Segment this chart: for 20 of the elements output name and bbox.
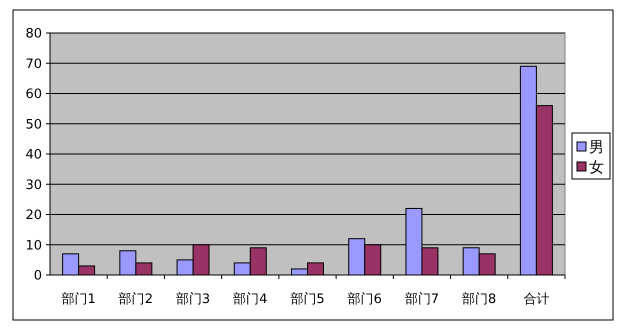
y-tick-label: 0	[34, 268, 42, 284]
y-tick-label: 40	[25, 148, 42, 162]
x-tick-label: 部门1	[61, 291, 96, 307]
x-tick-label: 部门8	[462, 291, 496, 307]
y-tick-label: 50	[25, 117, 42, 132]
y-tick-label: 70	[25, 56, 42, 72]
y-tick-label: 80	[25, 26, 42, 42]
x-tick-label: 部门2	[118, 291, 153, 307]
y-tick-label: 60	[25, 87, 42, 102]
legend-label: 女	[589, 158, 604, 176]
y-tick-label: 20	[25, 208, 42, 223]
y-tick-label: 30	[25, 178, 42, 193]
x-tick-label: 部门7	[404, 291, 440, 307]
legend-label: 男	[589, 138, 604, 156]
y-tick-label: 10	[25, 238, 42, 254]
x-tick-label: 部门4	[233, 291, 268, 307]
x-tick-label: 部门6	[348, 291, 382, 307]
x-tick-label: 部门5	[290, 291, 325, 307]
x-tick-label: 部门3	[176, 291, 210, 307]
x-tick-label: 合计	[523, 292, 550, 307]
